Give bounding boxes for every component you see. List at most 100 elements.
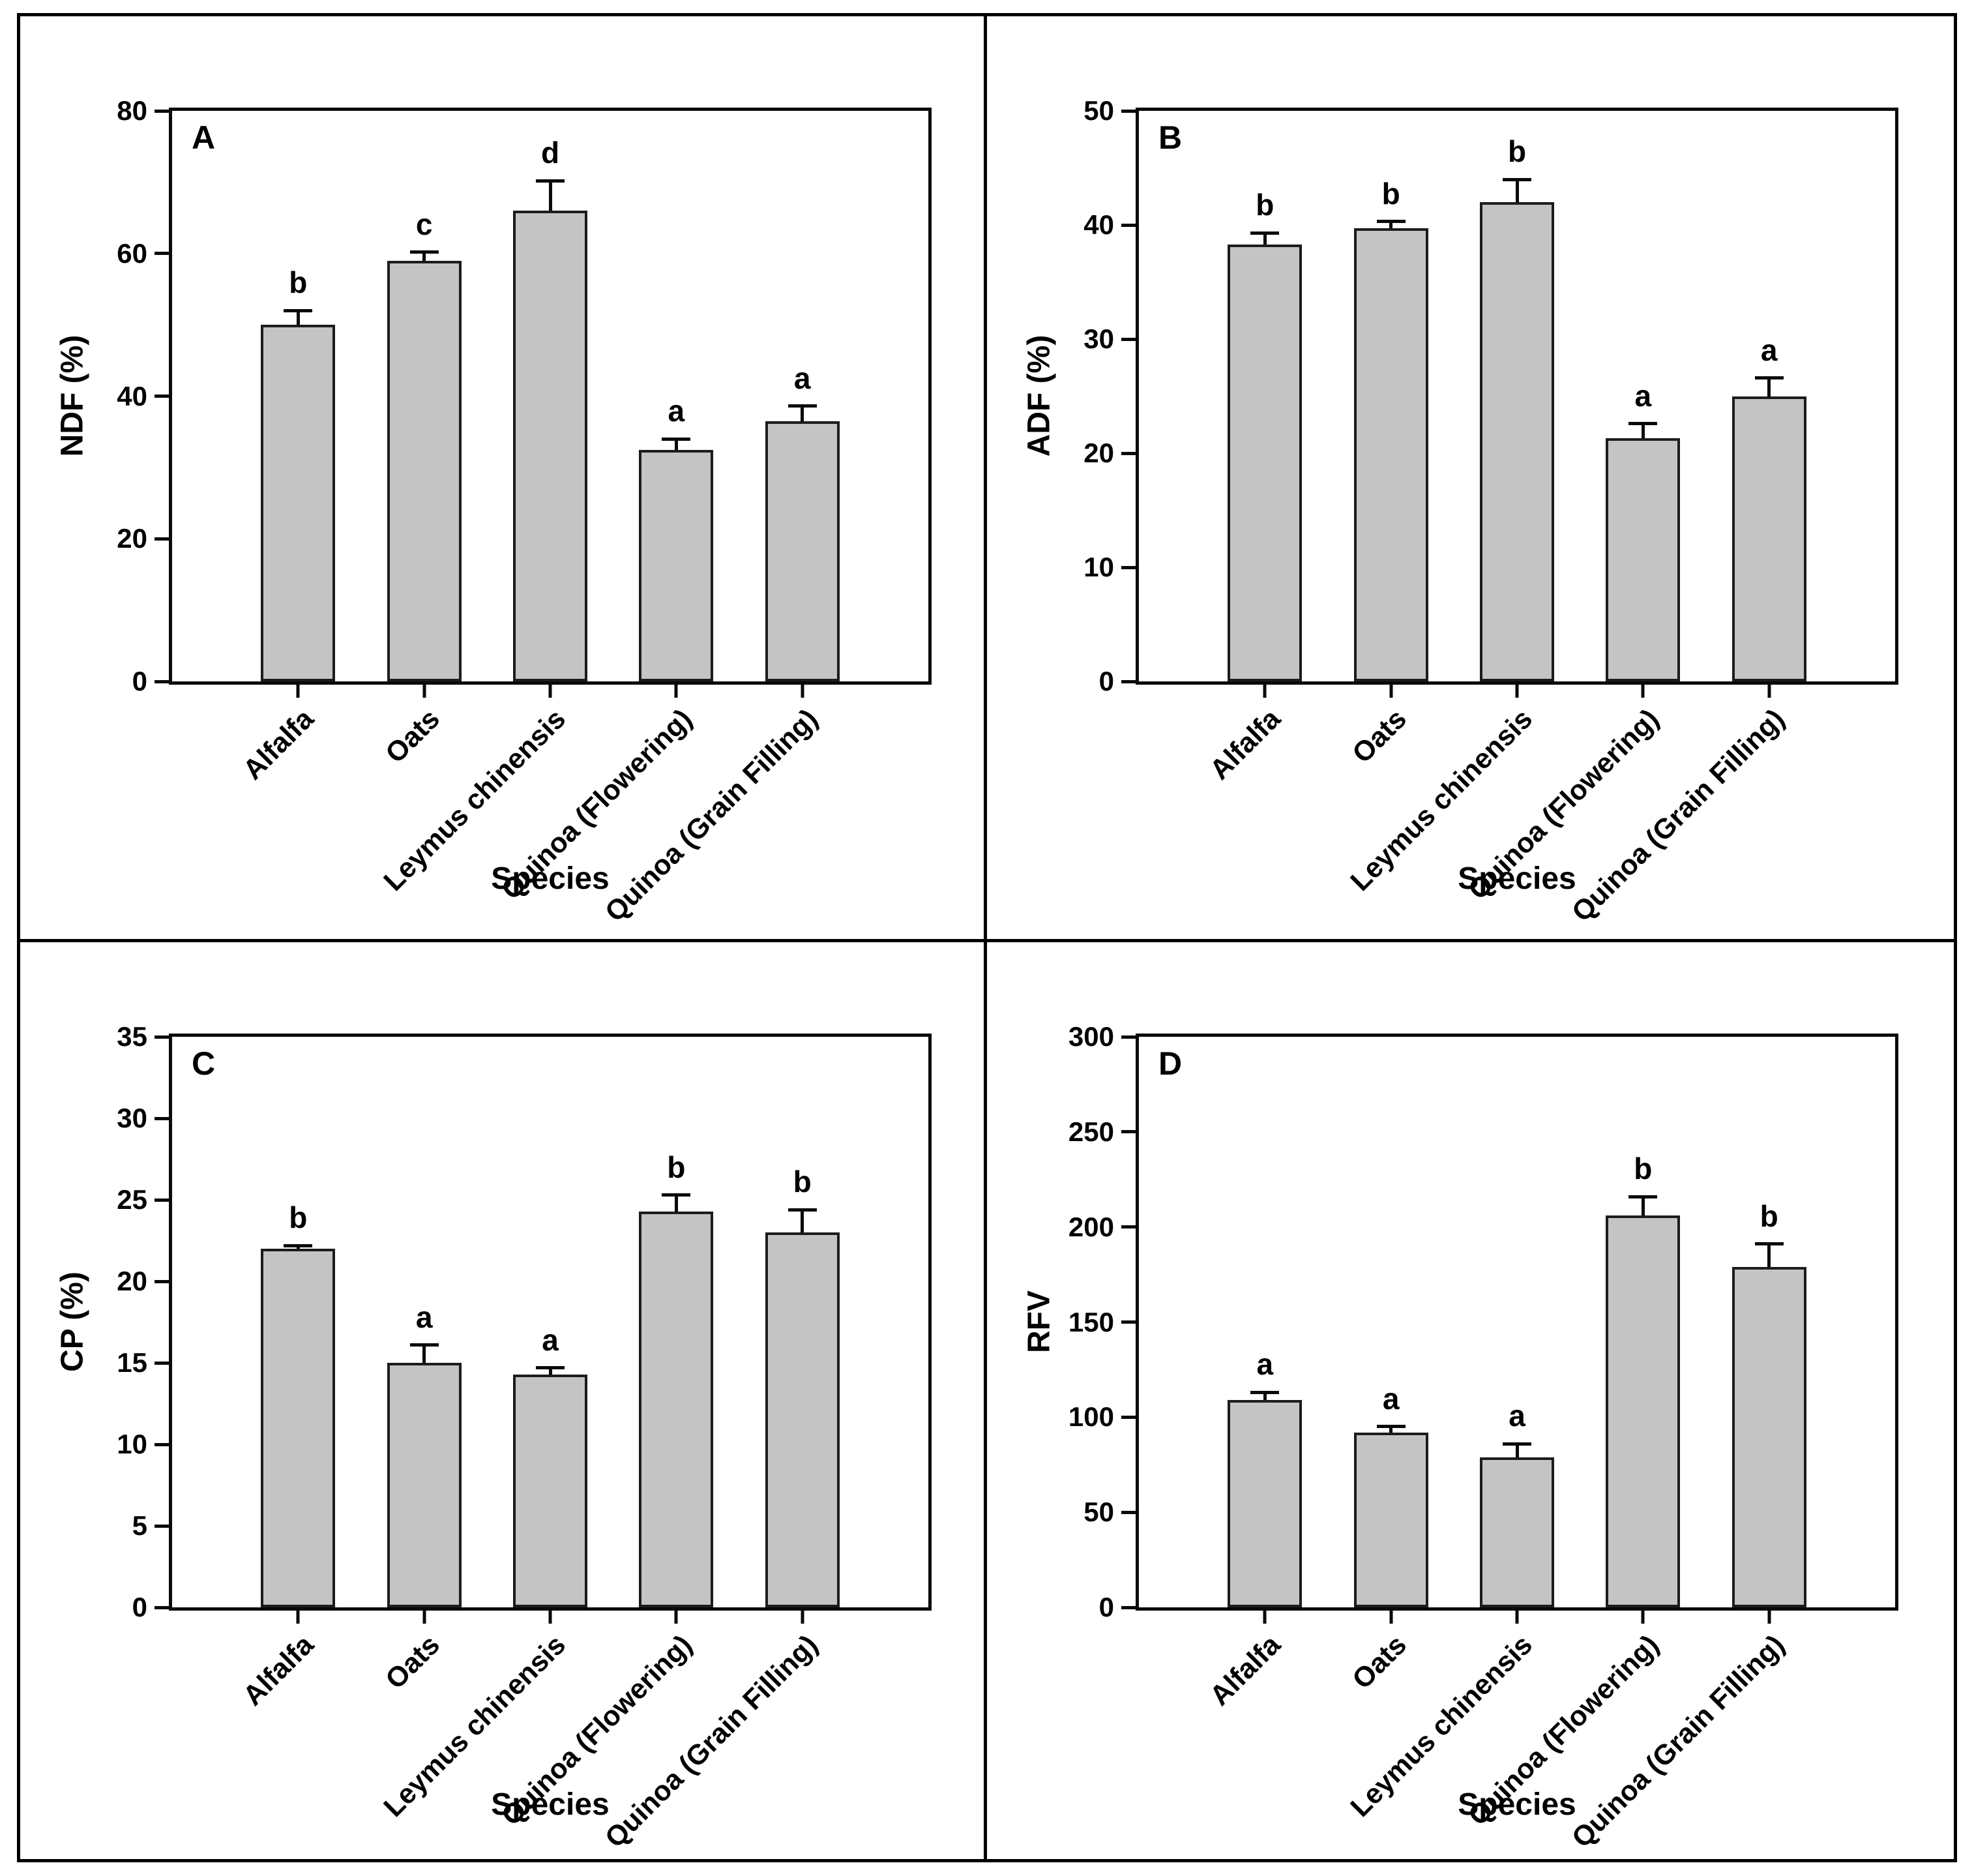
y-tick-label: 50 (1083, 1496, 1114, 1528)
y-tick-label: 50 (1083, 95, 1114, 126)
significance-letter: b (289, 1200, 308, 1234)
y-tick (155, 395, 169, 398)
x-tick-label-text: Oats (379, 1629, 446, 1695)
y-tick (1121, 1035, 1136, 1039)
y-tick (1121, 679, 1136, 683)
y-tick-label: 25 (117, 1184, 147, 1215)
significance-letter: b (1634, 1152, 1653, 1185)
significance-letter: a (415, 1300, 433, 1334)
error-bar-stem (422, 1345, 426, 1363)
y-axis-label: ADF (%) (1022, 335, 1057, 457)
y-tick (155, 109, 169, 113)
error-bar-cap (1503, 1442, 1531, 1446)
y-tick-label: 80 (117, 95, 147, 126)
y-tick-label: 5 (132, 1510, 147, 1541)
significance-letter: b (1507, 134, 1527, 168)
x-tick (1641, 685, 1645, 698)
x-axis-label: Species (491, 861, 610, 896)
y-axis-label: NDF (%) (55, 335, 90, 457)
x-tick (548, 685, 552, 698)
significance-letter: b (1381, 176, 1400, 211)
panel-letter: C (192, 1045, 216, 1082)
significance-letter: b (1760, 1199, 1778, 1233)
error-bar-stem (1389, 1426, 1393, 1433)
x-tick (422, 685, 426, 698)
x-tick (1767, 1611, 1771, 1624)
y-tick-label: 0 (1098, 1592, 1114, 1622)
bar (513, 1374, 587, 1607)
y-tick (1121, 1605, 1136, 1609)
x-tick (674, 685, 678, 698)
x-tick (548, 1611, 552, 1624)
x-tick-label-text: Alfalfa (237, 703, 320, 786)
y-tick-label: 35 (117, 1021, 147, 1052)
error-bar-cap (409, 1343, 439, 1347)
x-tick-label-text: Alfalfa (1203, 703, 1287, 786)
x-tick-label-text: Quinoa (Grain Filling) (599, 1629, 824, 1854)
error-bar-stem (548, 181, 552, 211)
error-bar-stem (1263, 233, 1267, 245)
error-bar-stem (1389, 221, 1393, 229)
bar (1480, 202, 1554, 681)
error-bar-stem (548, 1367, 552, 1375)
x-tick-label-text: Oats (379, 703, 446, 769)
significance-letter: a (668, 394, 685, 428)
y-tick-label: 40 (1083, 209, 1114, 240)
y-tick-label: 10 (1083, 552, 1114, 582)
y-tick (155, 1035, 169, 1039)
plot-area: B 0 10 20 30 40 50 b Alfalfa b Oats b Leymus chinen… (1083, 97, 1898, 928)
bar (1228, 1400, 1303, 1607)
y-tick (1121, 1510, 1136, 1514)
error-bar-cap (788, 404, 817, 408)
error-bar-cap (1754, 1242, 1784, 1246)
y-tick (155, 1605, 169, 1609)
error-bar-cap (1628, 1195, 1658, 1199)
significance-letter: a (1256, 1347, 1274, 1382)
error-bar-cap (1754, 376, 1784, 380)
bar (261, 1249, 336, 1607)
bar (1606, 1215, 1681, 1607)
y-tick-label: 0 (132, 666, 147, 696)
error-bar-cap (284, 308, 313, 312)
x-tick-label-text: Oats (1346, 1629, 1413, 1695)
y-tick (155, 252, 169, 256)
y-tick-label: 30 (1083, 323, 1114, 354)
y-tick (1121, 109, 1136, 113)
x-tick (1515, 685, 1519, 698)
error-bar-cap (1376, 1425, 1406, 1429)
x-tick (1263, 1611, 1267, 1624)
x-axis-label: Species (1458, 1787, 1576, 1822)
y-axis-label: CP (%) (55, 1272, 90, 1372)
y-tick-label: 40 (117, 380, 147, 411)
x-tick (1389, 1611, 1393, 1624)
bar (387, 260, 462, 681)
significance-letter: d (540, 136, 560, 170)
error-bar-cap (1250, 231, 1280, 235)
x-tick (801, 1611, 804, 1624)
y-tick (1121, 1130, 1136, 1134)
error-bar-stem (674, 439, 678, 450)
error-bar-stem (1263, 1392, 1267, 1401)
significance-letter: a (542, 1322, 559, 1357)
x-tick (1767, 685, 1771, 698)
y-tick-label: 20 (1083, 438, 1114, 468)
bar (765, 421, 840, 681)
error-bar-cap (1628, 422, 1658, 425)
panel-C: C 0 5 10 15 20 25 30 35 b Alfalfa a Oats a Leymus chi… (17, 939, 987, 1862)
significance-letter: a (793, 361, 811, 395)
error-bar-stem (801, 1210, 804, 1232)
error-bar-stem (674, 1195, 678, 1212)
significance-letter: b (667, 1150, 686, 1184)
error-bar-stem (422, 252, 426, 261)
y-tick (155, 1442, 169, 1446)
significance-letter: a (1509, 1399, 1525, 1433)
y-tick (155, 1524, 169, 1528)
y-tick-label: 200 (1068, 1211, 1114, 1242)
bar (639, 449, 714, 681)
y-tick (155, 1198, 169, 1202)
y-tick (1121, 451, 1136, 455)
error-bar-stem (1767, 378, 1771, 396)
bar (639, 1211, 714, 1607)
error-bar-stem (801, 406, 804, 421)
error-bar-stem (296, 1245, 300, 1249)
